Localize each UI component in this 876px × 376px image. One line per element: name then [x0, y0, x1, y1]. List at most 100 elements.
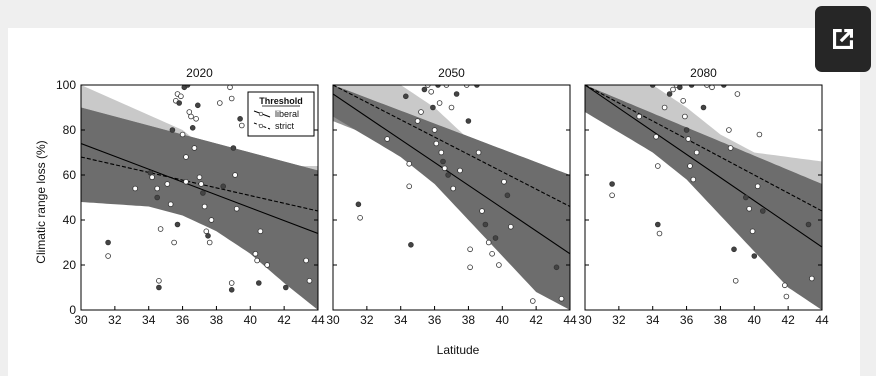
x-axis-label: Latitude — [437, 343, 480, 357]
data-point — [303, 257, 309, 264]
fit-line-strict — [333, 85, 570, 207]
data-point — [418, 109, 424, 115]
data-point — [154, 185, 161, 192]
data-point — [485, 239, 492, 246]
data-point — [683, 127, 690, 133]
y-tick-label: 60 — [63, 168, 77, 182]
data-point — [805, 221, 812, 228]
legend-entry-strict: strict — [275, 121, 294, 131]
data-point — [164, 181, 171, 187]
y-tick-label: 40 — [63, 213, 77, 227]
data-point — [436, 100, 443, 106]
data-point — [355, 201, 362, 208]
data-point — [428, 88, 435, 95]
y-axis-label: Climatic range loss (%) — [34, 140, 48, 263]
data-point — [227, 85, 233, 91]
data-point — [167, 201, 174, 208]
data-point — [203, 228, 210, 235]
data-point — [220, 183, 227, 190]
y-tick-label: 100 — [56, 78, 76, 92]
data-point — [441, 165, 448, 172]
data-point — [553, 264, 560, 271]
x-tick-label: 38 — [714, 313, 728, 327]
panel-2020: 2020 30 32 34 36 38 40 42 44 0 20 40 60 80 100 Threshol… — [56, 66, 325, 327]
data-point — [169, 127, 176, 133]
data-point — [178, 93, 184, 100]
fit-line-strict — [585, 85, 822, 212]
data-point — [688, 85, 695, 88]
data-point — [252, 251, 259, 257]
data-point — [467, 246, 473, 253]
data-point — [731, 246, 737, 253]
x-tick-label: 42 — [277, 313, 291, 327]
data-point — [157, 226, 164, 232]
x-tick-label: 44 — [563, 313, 577, 327]
data-point — [504, 192, 511, 199]
data-point — [680, 98, 686, 104]
data-point — [384, 136, 391, 142]
x-tick-label: 32 — [360, 313, 374, 327]
data-point — [154, 194, 161, 201]
data-point — [217, 100, 223, 106]
legend-swatch-strict — [253, 122, 271, 130]
x-tick-label: 34 — [646, 313, 660, 327]
data-point — [156, 284, 162, 291]
data-point — [208, 217, 215, 223]
data-point — [233, 206, 240, 212]
data-point — [649, 85, 656, 88]
data-point — [228, 286, 235, 293]
ci-band-overlap — [81, 107, 318, 310]
panel-2080: 2080 30 32 34 36 38 40 42 44 — [578, 66, 829, 327]
x-tick-label: 30 — [326, 313, 340, 327]
x-tick-label: 40 — [496, 313, 510, 327]
data-point — [661, 104, 668, 111]
x-tick-label: 40 — [244, 313, 258, 327]
y-tick-label: 80 — [63, 123, 77, 137]
data-point — [179, 131, 186, 138]
panel-title: 2020 — [186, 66, 213, 80]
x-tick-label: 42 — [781, 313, 795, 327]
data-point — [654, 163, 661, 169]
data-point — [425, 85, 431, 88]
ci-band-overlap — [585, 85, 822, 310]
data-point — [406, 161, 413, 167]
data-point — [609, 181, 615, 187]
data-point — [529, 298, 536, 304]
data-point — [132, 185, 138, 192]
data-point — [693, 149, 700, 156]
data-point — [609, 192, 615, 199]
data-point — [430, 104, 436, 111]
data-point — [501, 179, 507, 185]
data-point — [756, 131, 763, 138]
data-point — [440, 158, 446, 165]
data-point — [184, 85, 191, 88]
data-point — [759, 208, 766, 214]
x-tick-label: 42 — [529, 313, 543, 327]
fit-line-liberal — [585, 85, 822, 248]
ci-band-overlap — [333, 85, 570, 310]
x-tick-label: 44 — [311, 313, 325, 327]
data-point — [709, 85, 715, 91]
data-point — [256, 280, 262, 286]
data-point — [685, 136, 692, 142]
y-tick-label: 20 — [63, 258, 77, 272]
data-point — [457, 167, 463, 174]
open-in-new-icon — [833, 29, 853, 49]
open-in-new-button[interactable] — [815, 6, 871, 72]
fit-line-liberal — [81, 142, 318, 235]
data-point — [742, 194, 749, 201]
data-point — [656, 230, 663, 237]
data-point — [463, 85, 470, 88]
plot-frame — [80, 84, 319, 311]
data-point — [402, 93, 409, 100]
data-point — [721, 85, 727, 88]
data-point — [682, 113, 688, 120]
data-point — [781, 282, 788, 289]
data-point — [149, 174, 155, 181]
data-point — [558, 295, 565, 302]
data-point — [408, 242, 414, 248]
data-point — [186, 109, 193, 115]
data-point — [732, 278, 739, 284]
data-point — [704, 85, 710, 88]
data-point — [666, 91, 673, 97]
